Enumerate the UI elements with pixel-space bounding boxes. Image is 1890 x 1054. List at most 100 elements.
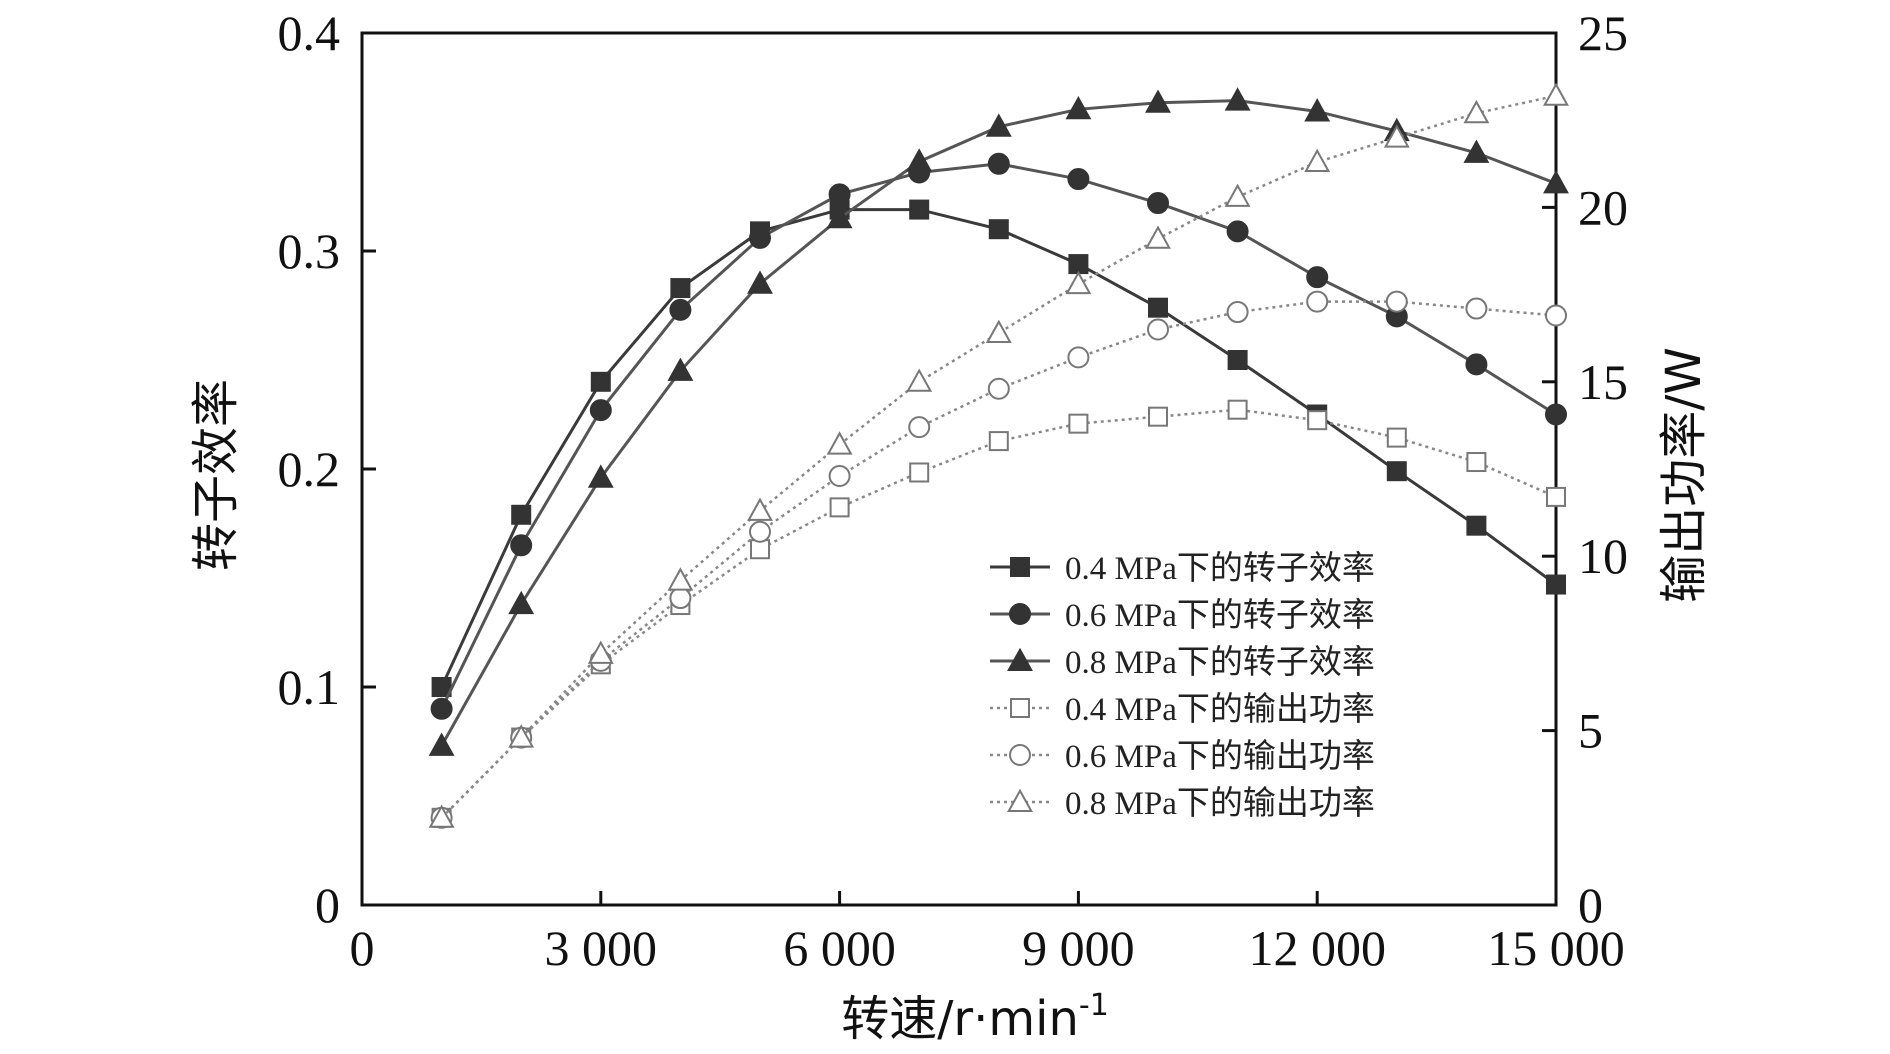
data-point	[988, 219, 1009, 240]
legend-marker	[1010, 557, 1030, 577]
legend-label: 0.6 MPa下的转子效率	[1065, 597, 1375, 634]
data-point	[987, 377, 1010, 400]
y-tick-label: 0.3	[278, 223, 341, 279]
data-point	[1224, 183, 1251, 207]
data-point	[1543, 82, 1569, 106]
data-point	[1466, 452, 1487, 473]
series-6	[428, 82, 1569, 828]
x-axis-title-main: 转速/r·min	[841, 991, 1079, 1047]
data-point	[1306, 290, 1329, 313]
series-line	[440, 99, 1557, 747]
x-tick-label: 15 000	[1487, 920, 1625, 976]
legend-item: 0.8 MPa下的输出功率	[990, 785, 1375, 822]
data-point	[1067, 168, 1090, 191]
data-point	[906, 148, 933, 172]
data-point	[1383, 124, 1410, 148]
data-point	[988, 431, 1009, 452]
data-point	[987, 152, 1010, 175]
plot-frame	[360, 31, 1558, 907]
axis-titles: 转速/r·min-1 转子效率 输出功率/W	[188, 347, 1712, 1047]
data-point	[1466, 515, 1487, 536]
y2-tick-label: 25	[1578, 5, 1628, 61]
data-point	[428, 804, 455, 828]
data-point	[1307, 410, 1328, 431]
data-point	[828, 464, 851, 487]
data-point	[829, 497, 850, 518]
x-tick-label: 12 000	[1248, 920, 1386, 976]
series-line	[440, 94, 1557, 819]
data-point	[511, 504, 532, 525]
data-point	[747, 497, 773, 521]
data-point	[1068, 254, 1089, 275]
y2-tick-label: 5	[1578, 703, 1603, 759]
legend: 0.4 MPa下的转子效率 0.6 MPa下的转子效率 0.8 MPa下的转子效率 0…	[990, 550, 1375, 822]
legend-item: 0.6 MPa下的转子效率	[990, 597, 1375, 634]
data-point	[587, 640, 614, 664]
data-point	[590, 371, 611, 392]
data-point	[906, 368, 933, 392]
data-point	[1545, 403, 1567, 426]
data-point	[1545, 304, 1567, 327]
data-point	[510, 534, 533, 557]
data-point	[909, 199, 930, 220]
data-point	[1465, 353, 1488, 376]
data-point	[828, 183, 851, 206]
data-point	[1226, 220, 1249, 243]
y2-tick-label: 15	[1578, 354, 1628, 410]
data-point	[430, 697, 453, 720]
data-point	[669, 587, 692, 610]
x-tick-label: 0	[350, 920, 375, 976]
data-point	[1543, 170, 1569, 194]
legend-marker	[1007, 788, 1033, 812]
legend-item: 0.4 MPa下的转子效率	[990, 550, 1375, 587]
data-point	[908, 416, 931, 439]
y-tick-label: 0.2	[278, 441, 341, 497]
data-point	[985, 319, 1012, 343]
y-tick-label: 0	[315, 877, 340, 933]
data-point	[749, 520, 771, 543]
data-point	[826, 431, 853, 455]
data-point	[508, 724, 535, 748]
data-point	[1306, 266, 1329, 289]
data-point	[1145, 89, 1171, 113]
y2-axis-title: 输出功率/W	[1656, 347, 1712, 603]
data-point	[428, 732, 455, 756]
data-point	[750, 539, 770, 560]
data-point	[1068, 413, 1089, 434]
data-point	[1465, 297, 1488, 320]
data-point	[909, 462, 930, 483]
y-axis-title: 转子效率	[188, 379, 244, 571]
data-point	[985, 113, 1012, 137]
data-point	[1148, 297, 1168, 318]
data-point	[1145, 225, 1171, 249]
data-point	[1463, 139, 1490, 163]
data-point	[1067, 346, 1090, 369]
y2-tick-label: 20	[1578, 179, 1628, 235]
data-point	[1227, 350, 1248, 370]
data-point	[1227, 399, 1248, 420]
data-point	[1304, 98, 1331, 122]
data-point	[1065, 270, 1092, 295]
legend-label: 0.8 MPa下的输出功率	[1065, 785, 1375, 822]
data-point	[589, 399, 612, 422]
x-tick-label: 6 000	[783, 920, 896, 976]
data-point	[749, 226, 771, 249]
data-point	[1386, 461, 1407, 482]
legend-item: 0.8 MPa下的转子效率	[990, 644, 1375, 681]
data-point	[1546, 574, 1566, 595]
legend-item: 0.4 MPa下的输出功率	[990, 691, 1375, 728]
y-tick-label: 0.4	[278, 5, 341, 61]
y-tick-label: 0.1	[278, 659, 341, 715]
data-point	[587, 464, 614, 488]
legend-marker	[1009, 603, 1031, 625]
legend-label: 0.4 MPa下的转子效率	[1065, 550, 1375, 587]
series-5	[430, 290, 1567, 829]
data-point	[667, 357, 694, 381]
x-tick-label: 9 000	[1022, 920, 1135, 976]
data-point	[1546, 486, 1566, 507]
data-point	[1385, 290, 1408, 313]
data-point	[1226, 301, 1249, 324]
y2-tick-label: 10	[1578, 528, 1628, 584]
